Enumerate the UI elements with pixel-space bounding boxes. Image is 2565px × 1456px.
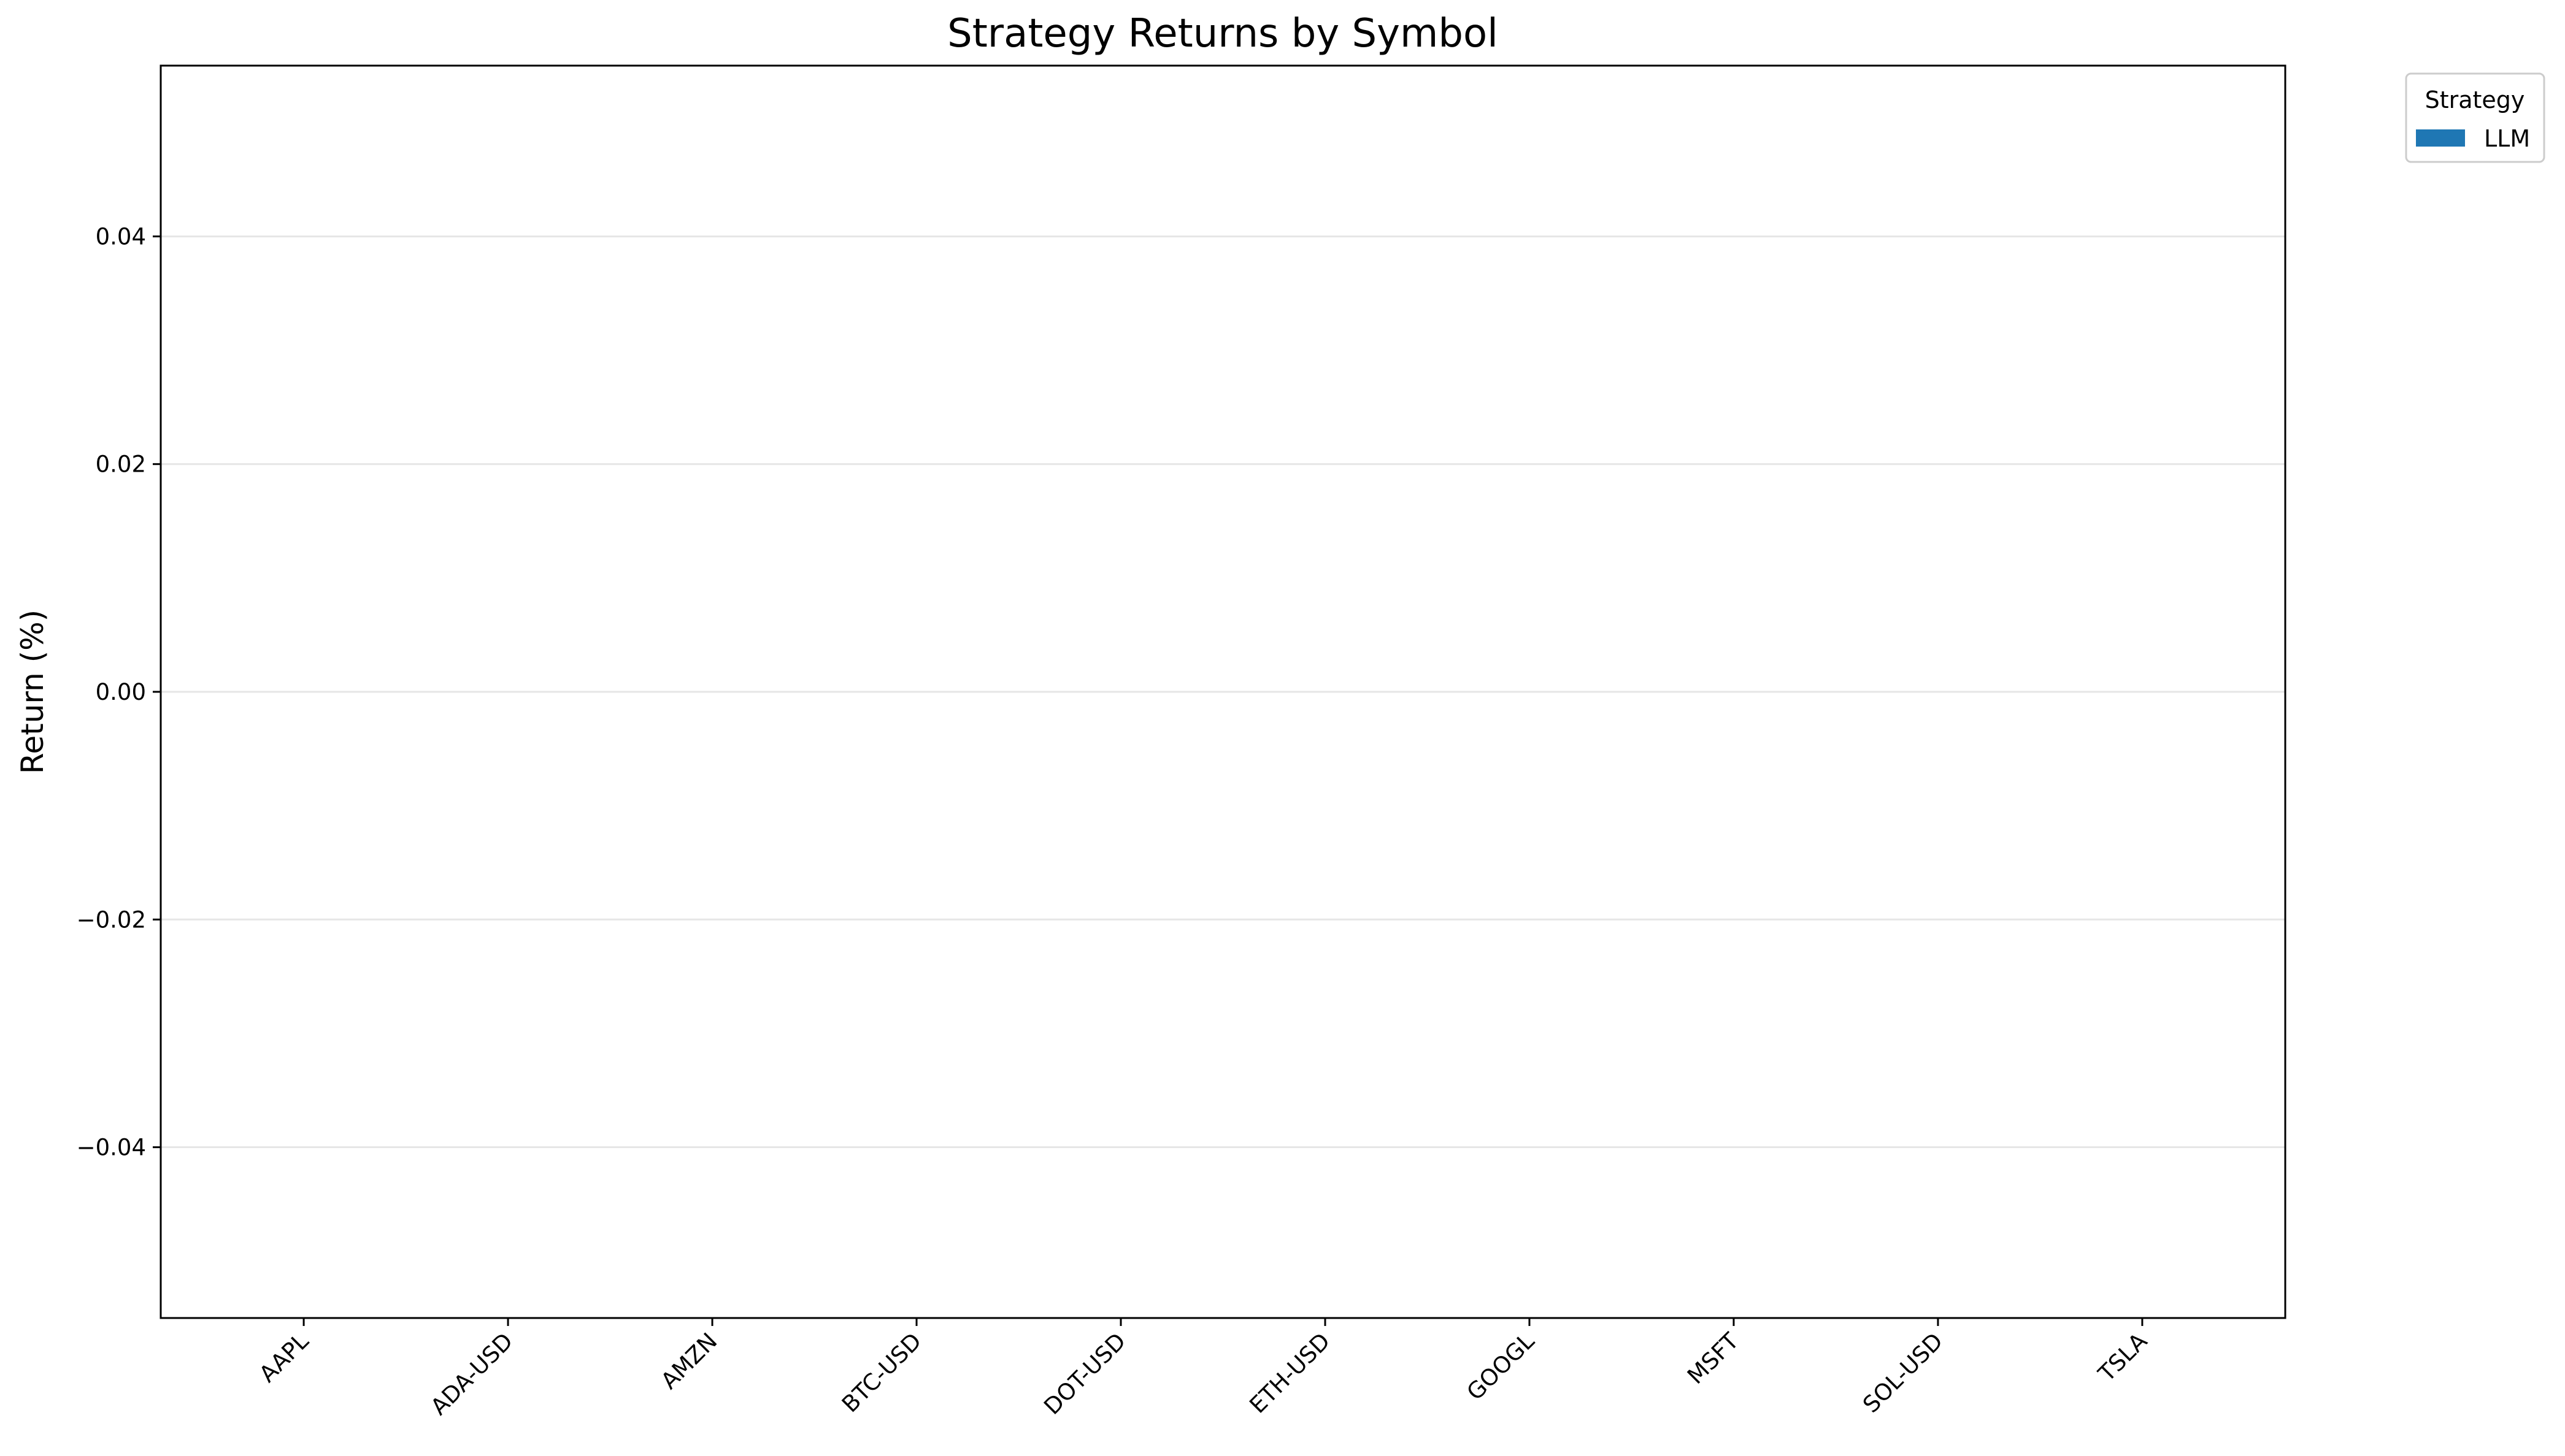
legend-title: Strategy [2425, 86, 2525, 113]
y-gridlines [161, 235, 2285, 1149]
chart-title: Strategy Returns by Symbol [947, 11, 1498, 56]
y-tick-label: −0.02 [77, 906, 146, 933]
y-axis: −0.04 −0.02 0.00 0.02 0.04 [77, 223, 161, 1161]
y-tick-label: −0.04 [77, 1135, 146, 1161]
plot-frame [160, 64, 2286, 1319]
y-tick-label: 0.04 [96, 223, 146, 250]
y-tick-label: 0.02 [96, 451, 146, 478]
y-axis-label: Return (%) [15, 610, 50, 774]
legend: Strategy LLM [2405, 72, 2545, 163]
legend-swatch-llm [2416, 129, 2465, 147]
legend-label-llm: LLM [2484, 125, 2530, 152]
y-tick-label: 0.00 [96, 679, 146, 705]
